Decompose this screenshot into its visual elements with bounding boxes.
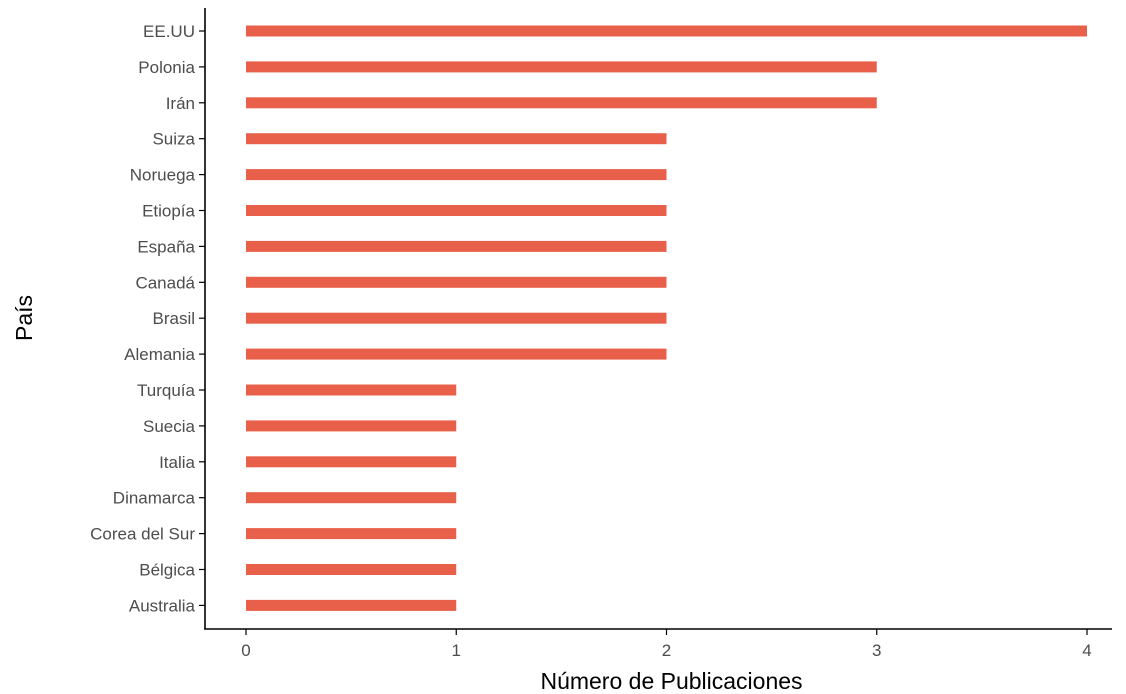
- x-tick-label: 0: [241, 641, 250, 660]
- bar-dinamarca: [246, 492, 457, 504]
- bar-brasil: [246, 312, 667, 324]
- y-axis-title: País: [11, 295, 37, 341]
- x-tick-label: 3: [872, 641, 881, 660]
- y-tick-label: EE.UU: [143, 22, 195, 41]
- y-axis: EE.UU Polonia Irán Suiza Noruega Etiopía Españ…: [90, 8, 206, 630]
- y-tick-label: Polonia: [138, 58, 195, 77]
- y-tick-label: Brasil: [152, 309, 195, 328]
- y-tick-label: Suiza: [152, 130, 195, 149]
- y-tick-label: Canadá: [135, 273, 195, 292]
- y-tick-label: Italia: [159, 453, 195, 472]
- bar-corea-del-sur: [246, 528, 457, 540]
- x-tick-label: 1: [452, 641, 461, 660]
- bar-ee-uu: [246, 25, 1087, 37]
- bar-australia: [246, 599, 457, 611]
- bar-b-lgica: [246, 564, 457, 575]
- bar-alemania: [246, 348, 667, 360]
- bar-etiop-a: [246, 205, 667, 216]
- x-axis-title: Número de Publicaciones: [540, 668, 802, 694]
- y-tick-label: Noruega: [130, 166, 196, 185]
- x-axis: 0 1 2 3 4: [204, 628, 1112, 660]
- y-tick-label: Irán: [166, 94, 195, 113]
- bar-italia: [246, 456, 457, 468]
- bar-espa-a: [246, 240, 667, 252]
- y-tick-label: Etiopía: [142, 202, 195, 221]
- y-tick-label: Suecia: [143, 417, 196, 436]
- y-tick-label: Australia: [129, 596, 196, 615]
- y-tick-label: España: [137, 237, 195, 256]
- y-tick-label: Corea del Sur: [90, 525, 195, 544]
- y-tick-label: Dinamarca: [113, 489, 196, 508]
- bar-polonia: [246, 61, 877, 73]
- bar-suiza: [246, 133, 667, 145]
- bar-turqu-a: [246, 384, 457, 396]
- bars-group: [246, 25, 1087, 611]
- bar-ir-n: [246, 97, 877, 109]
- y-tick-label: Turquía: [137, 381, 196, 400]
- bar-suecia: [246, 420, 457, 432]
- bar-noruega: [246, 169, 667, 181]
- y-tick-label: Bélgica: [139, 561, 195, 580]
- x-tick-label: 4: [1082, 641, 1091, 660]
- bar-canad-: [246, 276, 667, 288]
- y-tick-label: Alemania: [124, 345, 195, 364]
- x-tick-label: 2: [662, 641, 671, 660]
